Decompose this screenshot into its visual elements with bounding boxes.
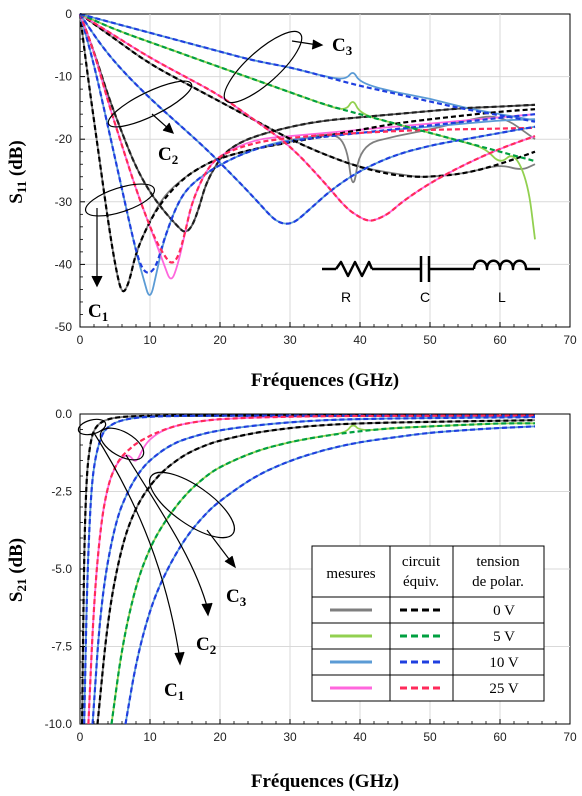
series-line-model bbox=[83, 414, 535, 725]
s21-chart: 0 10 20 30 40 50 60 70 0.0 -2.5 -5.0 -7.5 -10.0 C1 C… bbox=[6, 407, 577, 792]
x-tick-label: 40 bbox=[353, 730, 367, 744]
x-tick-label: 60 bbox=[493, 333, 507, 347]
x-tick-label: 60 bbox=[493, 730, 507, 744]
ellipse-c1 bbox=[84, 183, 156, 217]
x-tick-label: 50 bbox=[423, 333, 437, 347]
s11-plot-area bbox=[79, 13, 571, 328]
s11-chart: 0 10 20 30 40 50 60 70 0 -10 -20 -30 -40 -50 C1 C2 C3… bbox=[6, 7, 577, 391]
inductor-symbol bbox=[472, 259, 540, 271]
y-tick-label: 0.0 bbox=[55, 407, 72, 421]
y-tick-label: 0 bbox=[65, 7, 72, 21]
series-line-model bbox=[78, 13, 536, 274]
label-c2-top: C2 bbox=[158, 144, 178, 167]
ellipse-c2 bbox=[107, 80, 193, 128]
label-c3-bottom: C3 bbox=[226, 586, 247, 609]
arrow-c3-head bbox=[311, 39, 324, 50]
arrow-c3-bottom-head bbox=[224, 555, 236, 569]
y-tick-label: -20 bbox=[55, 132, 73, 146]
series-line-model bbox=[79, 12, 536, 123]
x-tick-label: 70 bbox=[563, 730, 577, 744]
s21-annotation-marks bbox=[77, 418, 236, 666]
series-line-model bbox=[79, 13, 536, 225]
s21-y-axis-label: S21 (dB) bbox=[6, 538, 29, 602]
legend-voltage-label: 10 V bbox=[489, 655, 518, 671]
circuit-label-l: L bbox=[498, 289, 506, 305]
circuit-label-r: R bbox=[341, 289, 351, 305]
series-line-measure bbox=[79, 13, 536, 178]
ellipse-c2-bottom bbox=[99, 427, 145, 461]
arrow-c2-bottom-head bbox=[201, 602, 213, 617]
circuit-label-c: C bbox=[420, 289, 430, 305]
legend-table: mesures circuit équiv. tension de polar.… bbox=[311, 545, 545, 702]
series-line-model bbox=[91, 416, 536, 725]
s21-series bbox=[81, 414, 536, 725]
series-line-model bbox=[110, 422, 535, 725]
y-tick-label: -50 bbox=[55, 320, 73, 334]
x-tick-label: 70 bbox=[563, 333, 577, 347]
s11-ticks: 0 10 20 30 40 50 60 70 0 -10 -20 -30 -40 -50 bbox=[55, 7, 577, 347]
series-line-model bbox=[96, 419, 536, 725]
legend-header-mesures: mesures bbox=[326, 566, 375, 582]
x-tick-label: 0 bbox=[77, 730, 84, 744]
series-line-model bbox=[81, 414, 535, 725]
arrow-c2-head bbox=[162, 122, 175, 134]
y-tick-label: -7.5 bbox=[51, 640, 72, 654]
x-tick-label: 30 bbox=[283, 730, 297, 744]
legend-voltage-label: 25 V bbox=[489, 681, 518, 697]
s21-x-axis-label: Fréquences (GHz) bbox=[251, 771, 399, 792]
arrow-c1-bottom-line bbox=[93, 432, 181, 661]
x-tick-label: 10 bbox=[143, 730, 157, 744]
x-tick-label: 40 bbox=[353, 333, 367, 347]
x-tick-label: 20 bbox=[213, 730, 227, 744]
resistor-symbol bbox=[334, 260, 374, 278]
series-line-model bbox=[79, 12, 536, 163]
label-c1-top: C1 bbox=[88, 301, 108, 324]
ellipse-c3-bottom bbox=[149, 471, 235, 539]
arrow-c1-head bbox=[91, 275, 103, 288]
x-tick-label: 50 bbox=[423, 730, 437, 744]
series-line-model bbox=[79, 13, 536, 222]
x-tick-label: 20 bbox=[213, 333, 227, 347]
legend-voltage-label: 0 V bbox=[493, 603, 515, 619]
label-c1-bottom: C1 bbox=[164, 680, 184, 703]
s11-x-axis-label: Fréquences (GHz) bbox=[251, 370, 399, 391]
label-c3-top: C3 bbox=[332, 35, 353, 58]
y-tick-label: -30 bbox=[55, 195, 73, 209]
series-line-model bbox=[124, 425, 536, 725]
ellipse-c3 bbox=[223, 30, 303, 104]
y-tick-label: -2.5 bbox=[51, 485, 72, 499]
s11-y-axis-label: S11 (dB) bbox=[6, 140, 29, 204]
y-tick-label: -10.0 bbox=[45, 717, 73, 731]
y-tick-label: -40 bbox=[55, 257, 73, 271]
arrow-c2-bottom-line bbox=[125, 454, 209, 611]
rcl-circuit bbox=[322, 256, 540, 282]
legend-grid-lines bbox=[312, 546, 544, 701]
series-line-model bbox=[78, 13, 536, 264]
legend-voltage-label: 5 V bbox=[493, 629, 515, 645]
x-tick-label: 0 bbox=[77, 333, 84, 347]
legend-header-circuit: circuit bbox=[402, 554, 441, 570]
legend-rows: 0 V 5 V 10 V 25 V bbox=[330, 603, 519, 697]
y-tick-label: -5.0 bbox=[51, 562, 72, 576]
series-line-model bbox=[78, 13, 536, 293]
label-c2-bottom: C2 bbox=[196, 634, 216, 657]
s21-ticks: 0 10 20 30 40 50 60 70 0.0 -2.5 -5.0 -7.5 -10.0 bbox=[45, 407, 577, 744]
x-tick-label: 30 bbox=[283, 333, 297, 347]
legend-header-tension-2: de polar. bbox=[472, 574, 524, 590]
y-tick-label: -10 bbox=[55, 70, 73, 84]
arrow-c1-bottom-head bbox=[174, 651, 185, 666]
legend-header-circuit-2: équiv. bbox=[403, 574, 439, 590]
series-line-measure bbox=[79, 13, 536, 240]
x-tick-label: 10 bbox=[143, 333, 157, 347]
legend-header-tension: tension bbox=[476, 554, 520, 570]
s11-annotation-marks bbox=[84, 30, 324, 288]
arrow-c3-bottom-line bbox=[206, 529, 233, 564]
series-line-model bbox=[87, 414, 536, 725]
series-line-model bbox=[78, 13, 536, 233]
s11-series bbox=[78, 12, 536, 296]
